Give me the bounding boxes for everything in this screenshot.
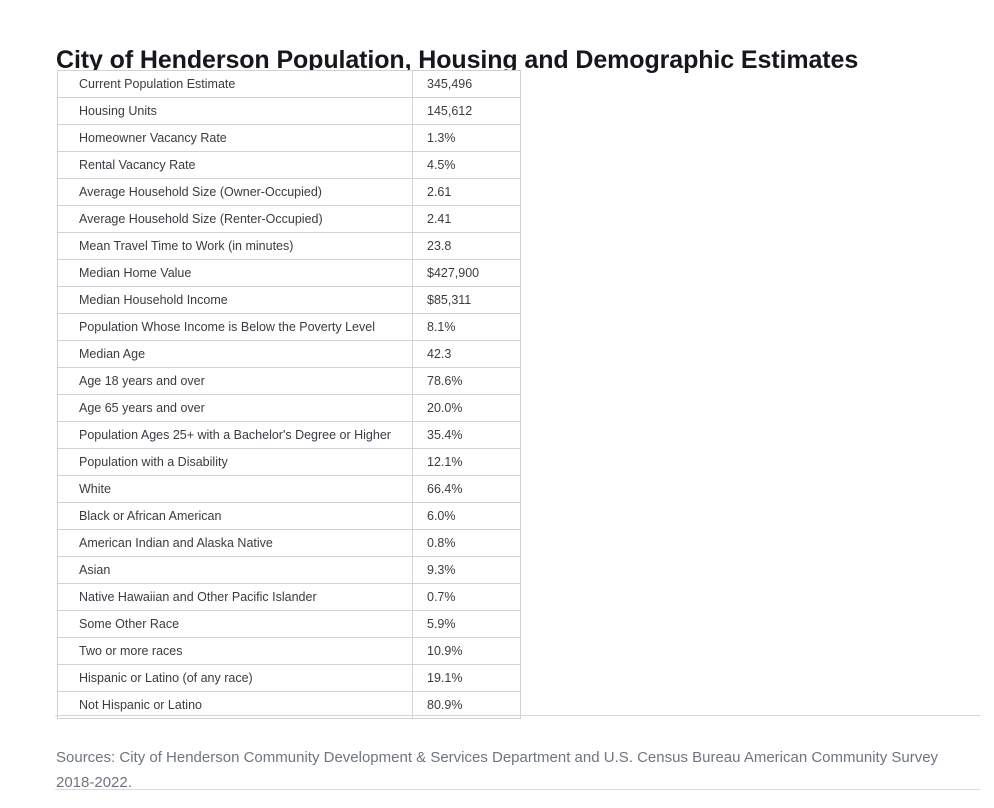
divider-above-sources [55,715,980,716]
table-cell-value: 345,496 [412,70,521,98]
table-cell-label: Hispanic or Latino (of any race) [57,664,413,692]
table-cell-value: 12.1% [412,448,521,476]
table-cell-label: Median Household Income [57,286,413,314]
table-cell-label: White [57,475,413,503]
table-row: Age 65 years and over 20.0% [57,394,521,422]
table-row: Population Whose Income is Below the Pov… [57,313,521,341]
table-row: Mean Travel Time to Work (in minutes) 23.… [57,232,521,260]
table-cell-value: 35.4% [412,421,521,449]
table-cell-label: Two or more races [57,637,413,665]
table-cell-label: Homeowner Vacancy Rate [57,124,413,152]
table-cell-label: Not Hispanic or Latino [57,691,413,719]
table-cell-label: Average Household Size (Renter-Occupied) [57,205,413,233]
table-cell-value: 20.0% [412,394,521,422]
table-row: Population Ages 25+ with a Bachelor's De… [57,421,521,449]
table-cell-label: Median Age [57,340,413,368]
table-cell-label: Age 65 years and over [57,394,413,422]
table-cell-label: Age 18 years and over [57,367,413,395]
table-row: Black or African American 6.0% [57,502,521,530]
table-cell-value: 2.41 [412,205,521,233]
table-row: Current Population Estimate 345,496 [57,70,521,98]
table-cell-value: 2.61 [412,178,521,206]
table-cell-value: 80.9% [412,691,521,719]
table-cell-value: $427,900 [412,259,521,287]
table-cell-label: Population with a Disability [57,448,413,476]
table-cell-value: 6.0% [412,502,521,530]
table-cell-value: 42.3 [412,340,521,368]
table-cell-label: Asian [57,556,413,584]
table-cell-label: American Indian and Alaska Native [57,529,413,557]
table-row: Hispanic or Latino (of any race) 19.1% [57,664,521,692]
table-row: Rental Vacancy Rate 4.5% [57,151,521,179]
table-cell-label: Rental Vacancy Rate [57,151,413,179]
table-row: White 66.4% [57,475,521,503]
table-cell-value: 19.1% [412,664,521,692]
divider-below-sources [55,789,980,790]
table-row: Native Hawaiian and Other Pacific Island… [57,583,521,611]
table-cell-value: 66.4% [412,475,521,503]
table-cell-value: 4.5% [412,151,521,179]
stats-table-container: Current Population Estimate 345,496 Housin… [57,70,521,719]
table-cell-value: 0.7% [412,583,521,611]
table-cell-value: 10.9% [412,637,521,665]
table-row: Average Household Size (Owner-Occupied) 2… [57,178,521,206]
table-cell-value: 9.3% [412,556,521,584]
table-cell-value: 8.1% [412,313,521,341]
table-cell-label: Native Hawaiian and Other Pacific Island… [57,583,413,611]
demographic-estimates-table: Current Population Estimate 345,496 Housin… [57,70,521,719]
table-cell-value: $85,311 [412,286,521,314]
table-row: Median Household Income $85,311 [57,286,521,314]
table-row: Housing Units 145,612 [57,97,521,125]
table-row: Median Home Value $427,900 [57,259,521,287]
table-cell-value: 145,612 [412,97,521,125]
table-cell-value: 23.8 [412,232,521,260]
table-row: American Indian and Alaska Native 0.8% [57,529,521,557]
table-body: Current Population Estimate 345,496 Housin… [57,70,521,719]
table-row: Asian 9.3% [57,556,521,584]
table-cell-value: 1.3% [412,124,521,152]
table-cell-value: 0.8% [412,529,521,557]
table-cell-label: Mean Travel Time to Work (in minutes) [57,232,413,260]
table-cell-label: Average Household Size (Owner-Occupied) [57,178,413,206]
sources-note: Sources: City of Henderson Community Dev… [56,749,939,791]
table-row: Population with a Disability 12.1% [57,448,521,476]
table-row: Homeowner Vacancy Rate 1.3% [57,124,521,152]
table-cell-label: Black or African American [57,502,413,530]
table-cell-value: 78.6% [412,367,521,395]
table-row: Two or more races 10.9% [57,637,521,665]
table-cell-value: 5.9% [412,610,521,638]
table-cell-label: Some Other Race [57,610,413,638]
table-row: Some Other Race 5.9% [57,610,521,638]
table-row: Not Hispanic or Latino 80.9% [57,691,521,719]
table-row: Age 18 years and over 78.6% [57,367,521,395]
table-cell-label: Population Whose Income is Below the Pov… [57,313,413,341]
table-cell-label: Population Ages 25+ with a Bachelor's De… [57,421,413,449]
table-cell-label: Median Home Value [57,259,413,287]
table-row: Median Age 42.3 [57,340,521,368]
table-cell-label: Housing Units [57,97,413,125]
table-row: Average Household Size (Renter-Occupied)… [57,205,521,233]
page-title: City of Henderson Population, Housing an… [56,45,859,74]
table-cell-label: Current Population Estimate [57,70,413,98]
